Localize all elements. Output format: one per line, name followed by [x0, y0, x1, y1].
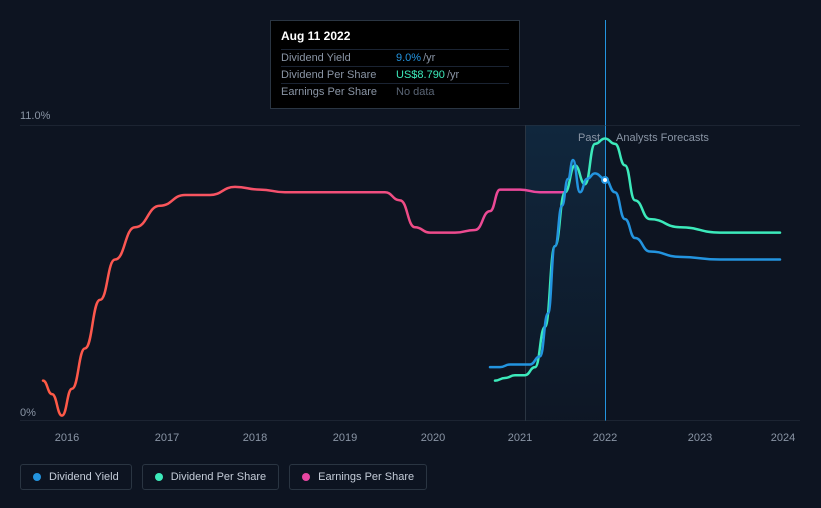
legend-label: Dividend Yield [49, 471, 119, 483]
x-axis-year: 2023 [688, 432, 712, 444]
x-axis-year: 2021 [508, 432, 532, 444]
dividend-chart: Aug 11 2022 Dividend Yield9.0% /yrDivide… [0, 0, 821, 508]
x-axis-year: 2024 [771, 432, 795, 444]
tooltip-metric-unit: /yr [447, 69, 459, 81]
legend-dot-icon [155, 473, 163, 481]
legend-label: Dividend Per Share [171, 471, 266, 483]
chart-plot-area[interactable] [20, 125, 800, 421]
chart-tooltip: Aug 11 2022 Dividend Yield9.0% /yrDivide… [270, 20, 520, 109]
x-axis-year: 2016 [55, 432, 79, 444]
x-axis-year: 2019 [333, 432, 357, 444]
tooltip-metric-value: US$8.790 [396, 69, 445, 81]
tooltip-metric-label: Earnings Per Share [281, 86, 396, 98]
tooltip-metric-value: 9.0% [396, 52, 421, 64]
x-axis-year: 2020 [421, 432, 445, 444]
tooltip-metric-unit: /yr [423, 52, 435, 64]
y-axis-max: 11.0% [20, 110, 50, 122]
chart-legend: Dividend Yield Dividend Per Share Earnin… [20, 464, 427, 490]
legend-label: Earnings Per Share [318, 471, 414, 483]
legend-dividend-per-share[interactable]: Dividend Per Share [142, 464, 279, 490]
x-axis-year: 2017 [155, 432, 179, 444]
tooltip-row: Earnings Per ShareNo data [281, 83, 509, 100]
tooltip-metric-label: Dividend Yield [281, 52, 396, 64]
tooltip-row: Dividend Yield9.0% /yr [281, 49, 509, 66]
x-axis-year: 2018 [243, 432, 267, 444]
series-earnings-per-share [43, 187, 565, 416]
tooltip-date: Aug 11 2022 [281, 29, 509, 43]
tooltip-metric-value: No data [396, 86, 435, 98]
legend-dot-icon [33, 473, 41, 481]
legend-earnings-per-share[interactable]: Earnings Per Share [289, 464, 427, 490]
tooltip-row: Dividend Per ShareUS$8.790 /yr [281, 66, 509, 83]
tooltip-metric-label: Dividend Per Share [281, 69, 396, 81]
x-axis-year: 2022 [593, 432, 617, 444]
legend-dividend-yield[interactable]: Dividend Yield [20, 464, 132, 490]
hover-point-marker [601, 176, 609, 184]
legend-dot-icon [302, 473, 310, 481]
